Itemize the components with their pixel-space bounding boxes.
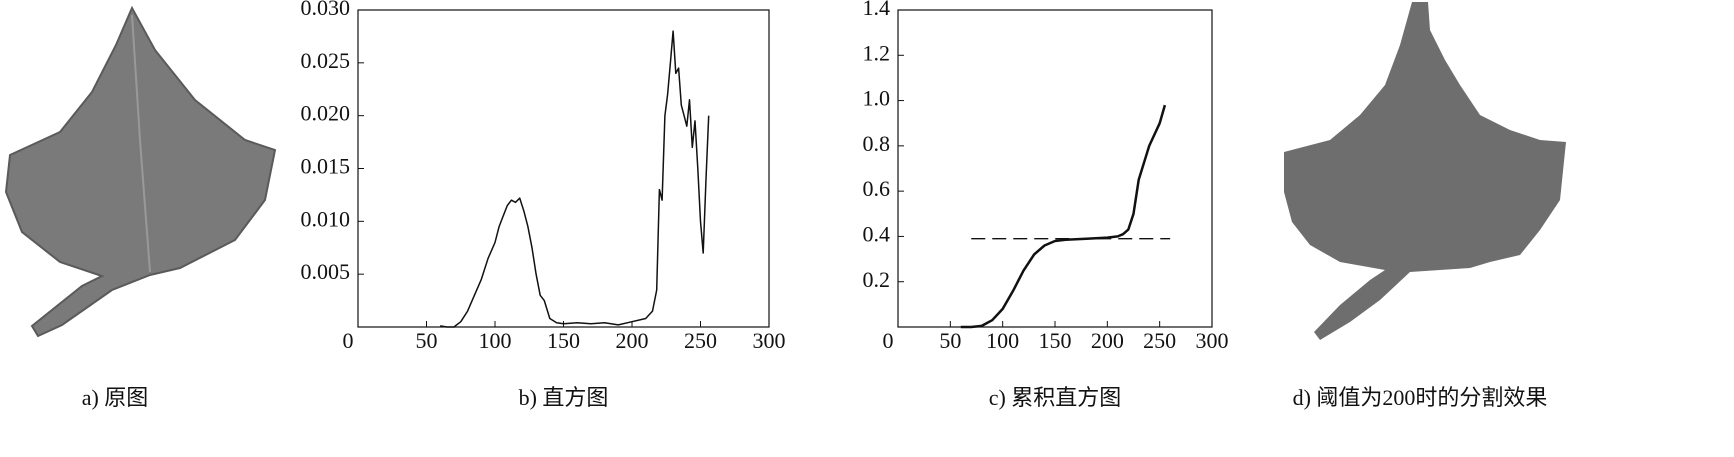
y-tick-label: 0.030 <box>301 0 351 20</box>
leaf-vein <box>131 14 151 273</box>
y-tick-label: 0.005 <box>301 259 351 284</box>
y-tick-label: 0.020 <box>301 101 351 126</box>
x-tick-label: 50 <box>416 328 438 353</box>
data-line <box>960 104 1167 329</box>
x-tick-label: 250 <box>684 328 717 353</box>
original-leaf <box>4 5 277 338</box>
segmented-leaf <box>1284 2 1566 340</box>
x-tick-label: 250 <box>1143 328 1176 353</box>
x-tick-label: 200 <box>1091 328 1124 353</box>
x-tick-label: 300 <box>1196 328 1229 353</box>
y-tick-label: 1.2 <box>863 40 891 65</box>
x-tick-label: 200 <box>616 328 649 353</box>
y-tick-label: 1.0 <box>863 86 891 111</box>
chart-title: c) 累积直方图 <box>989 385 1122 410</box>
y-tick-label: 0.4 <box>863 221 891 246</box>
y-tick-label: 0.015 <box>301 154 351 179</box>
x-tick-label: 150 <box>547 328 580 353</box>
x-tick-label: 100 <box>479 328 512 353</box>
y-tick-label: 0.010 <box>301 206 351 231</box>
x-tick-label: 100 <box>986 328 1019 353</box>
y-tick-label: 0.2 <box>863 267 891 292</box>
x-tick-label: 0 <box>343 328 354 353</box>
y-tick-label: 0.6 <box>863 176 891 201</box>
caption: d) 阈值为200时的分割效果 <box>1293 385 1548 410</box>
plot-frame <box>897 9 1213 328</box>
y-tick-label: 0.025 <box>301 48 351 73</box>
y-tick-label: 0.8 <box>863 131 891 156</box>
caption: a) 原图 <box>82 385 149 410</box>
data-line <box>440 30 710 328</box>
x-tick-label: 0 <box>883 328 894 353</box>
x-tick-label: 150 <box>1039 328 1072 353</box>
x-tick-label: 50 <box>939 328 961 353</box>
plot-frame <box>357 9 770 328</box>
y-tick-label: 1.4 <box>863 0 891 20</box>
chart-title: b) 直方图 <box>519 385 609 410</box>
x-tick-label: 300 <box>753 328 786 353</box>
